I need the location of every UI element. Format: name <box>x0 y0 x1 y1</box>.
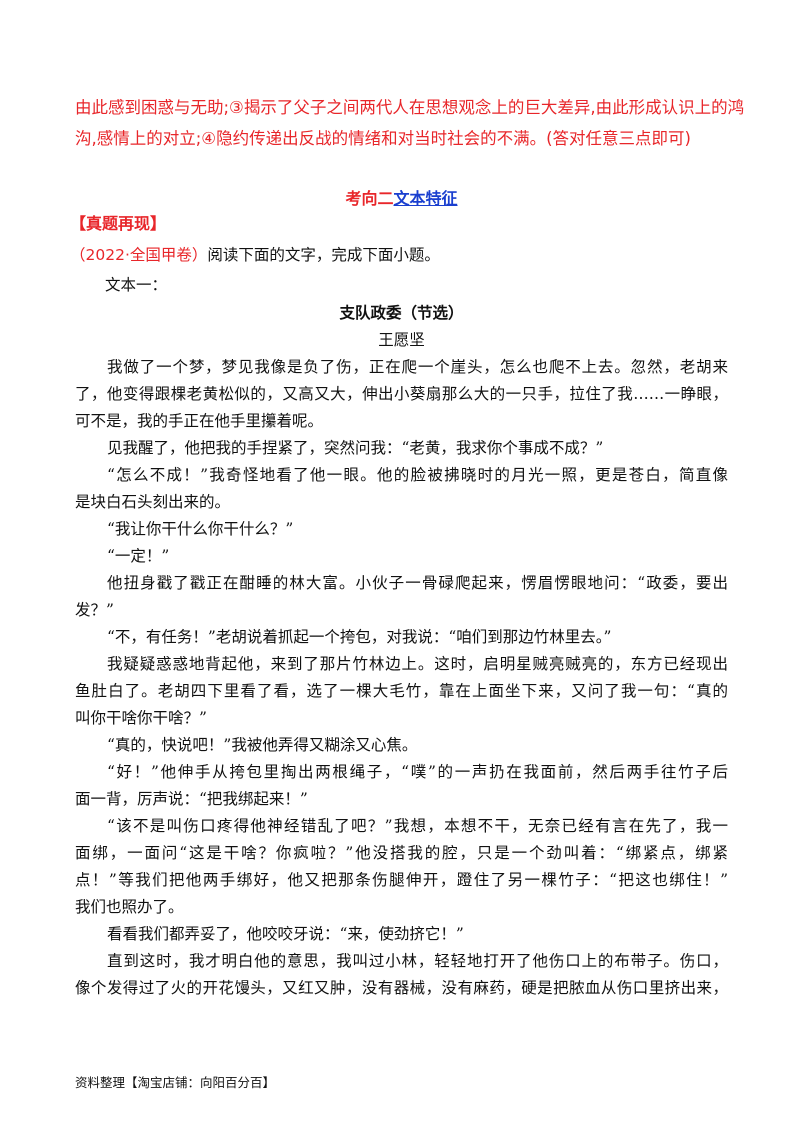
section-heading: 考向二文本特征 <box>75 186 728 212</box>
paragraph: “不，有任务！”老胡说着抓起一个挎包，对我说：“咱们到那边竹林里去。” <box>75 624 728 651</box>
paragraph: “一定！” <box>75 543 728 570</box>
paragraph-line: 叫你干啥你干啥？” <box>75 709 207 727</box>
paragraph-line: 是块白石头刻出来的。 <box>75 493 231 511</box>
paragraph: 他扭身戳了戳正在酣睡的林大富。小伙子一骨碌爬起来，愣眉愣眼地问：“政委，要出发？… <box>75 570 728 624</box>
answer-line: 由此感到困惑与无助;③揭示了父子之间两代人在思想观念上的巨大差异,由此形成认识上… <box>75 98 745 117</box>
article-body: 我做了一个梦，梦见我像是负了伤，正在爬一个崖头，怎么也爬不上去。忽然，老胡来了，… <box>75 354 728 1002</box>
paragraph-line: 了，他变得跟棵老黄松似的，又高又大，伸出小葵扇那么大的一只手，拉住了我……一睁眼… <box>75 385 728 403</box>
paragraph-line: 点！”等我们把他两手绑好，他又把那条伤腿伸开，蹬住了另一棵竹子：“把这也绑住！” <box>75 871 728 889</box>
paragraph-line: 可不是，我的手正在他手里攥着呢。 <box>75 412 324 430</box>
footer-note: 资料整理【淘宝店铺：向阳百分百】 <box>75 1075 276 1090</box>
paragraph: “该不是叫伤口疼得他神经错乱了吧？”我想，本想不干，无奈已经有言在先了，我一面绑… <box>75 813 728 921</box>
paragraph-line: 像个发得过了火的开花馒头，又红又肿，没有器械，没有麻药，硬是把脓血从伤口里挤出来… <box>75 979 728 997</box>
paragraph: “好！”他伸手从挎包里掏出两根绳子，“噗”的一声扔在我面前，然后两手往竹子后面一… <box>75 759 728 813</box>
paragraph-line: 见我醒了，他把我的手捏紧了，突然问我：“老黄，我求你个事成不成？” <box>107 439 604 457</box>
question-prompt: （2022·全国甲卷）阅读下面的文字，完成下面小题。 <box>70 242 723 268</box>
paragraph-line: 我疑疑惑惑地背起他，来到了那片竹林边上。这时，启明星贼亮贼亮的，东方已经现出 <box>107 655 728 673</box>
paragraph-line: “我让你干什么你干什么？” <box>107 520 294 538</box>
paragraph-line: “真的，快说吧！”我被他弄得又糊涂又心焦。 <box>107 736 418 754</box>
paragraph-line: 直到这时，我才明白他的意思，我叫过小林，轻轻地打开了他伤口上的布带子。伤口， <box>107 952 728 970</box>
paragraph-line: “该不是叫伤口疼得他神经错乱了吧？”我想，本想不干，无奈已经有言在先了，我一 <box>107 817 728 835</box>
paragraph: “怎么不成！”我奇怪地看了他一眼。他的脸被拂晓时的月光一照，更是苍白，简直像是块… <box>75 462 728 516</box>
question-text: 阅读下面的文字，完成下面小题。 <box>207 246 440 264</box>
paragraph: 见我醒了，他把我的手捏紧了，突然问我：“老黄，我求你个事成不成？” <box>75 435 728 462</box>
paragraph-line: 我们也照办了。 <box>75 898 184 916</box>
section-prefix: 考向二 <box>345 189 394 208</box>
text-label: 文本一： <box>105 276 168 294</box>
paragraph-line: 我做了一个梦，梦见我像是负了伤，正在爬一个崖头，怎么也爬不上去。忽然，老胡来 <box>107 358 728 376</box>
paragraph: 看看我们都弄妥了，他咬咬牙说：“来，使劲挤它！” <box>75 921 728 948</box>
paragraph: “真的，快说吧！”我被他弄得又糊涂又心焦。 <box>75 732 728 759</box>
paragraph-line: “好！”他伸手从挎包里掏出两根绳子，“噗”的一声扔在我面前，然后两手往竹子后 <box>107 763 728 781</box>
question-source: （2022·全国甲卷） <box>70 246 208 264</box>
paragraph-line: “怎么不成！”我奇怪地看了他一眼。他的脸被拂晓时的月光一照，更是苍白，简直像 <box>107 466 728 484</box>
section-tag: 【真题再现】 <box>70 214 167 233</box>
paragraph-line: “不，有任务！”老胡说着抓起一个挎包，对我说：“咱们到那边竹林里去。” <box>107 628 612 646</box>
paragraph: 我做了一个梦，梦见我像是负了伤，正在爬一个崖头，怎么也爬不上去。忽然，老胡来了，… <box>75 354 728 435</box>
paragraph-line: 鱼肚白了。老胡四下里看了看，选了一棵大毛竹，靠在上面坐下来，又问了我一句：“真的 <box>75 682 728 700</box>
article-author: 王愿坚 <box>378 331 425 349</box>
paragraph: 我疑疑惑惑地背起他，来到了那片竹林边上。这时，启明星贼亮贼亮的，东方已经现出鱼肚… <box>75 651 728 732</box>
article-title: 支队政委（节选） <box>339 303 464 322</box>
paragraph-line: 面绑，一面问“这是干啥？你疯啦？”他没搭我的腔，只是一个劲叫着：“绑紧点，绑紧 <box>75 844 728 862</box>
answer-text: 由此感到困惑与无助;③揭示了父子之间两代人在思想观念上的巨大差异,由此形成认识上… <box>75 92 745 154</box>
paragraph-line: 面一背，厉声说：“把我绑起来！” <box>75 790 308 808</box>
paragraph-line: “一定！” <box>107 547 170 565</box>
paragraph: “我让你干什么你干什么？” <box>75 516 728 543</box>
paragraph-line: 他扭身戳了戳正在酣睡的林大富。小伙子一骨碌爬起来，愣眉愣眼地问：“政委，要出 <box>107 574 728 592</box>
paragraph: 直到这时，我才明白他的意思，我叫过小林，轻轻地打开了他伤口上的布带子。伤口， 像个… <box>75 948 728 1002</box>
paragraph-line: 看看我们都弄妥了，他咬咬牙说：“来，使劲挤它！” <box>107 925 464 943</box>
answer-line: 沟,感情上的对立;④隐约传递出反战的情绪和对当时社会的不满。(答对任意三点即可) <box>75 129 691 148</box>
section-link[interactable]: 文本特征 <box>393 189 458 208</box>
paragraph-line: 发？” <box>75 601 114 619</box>
